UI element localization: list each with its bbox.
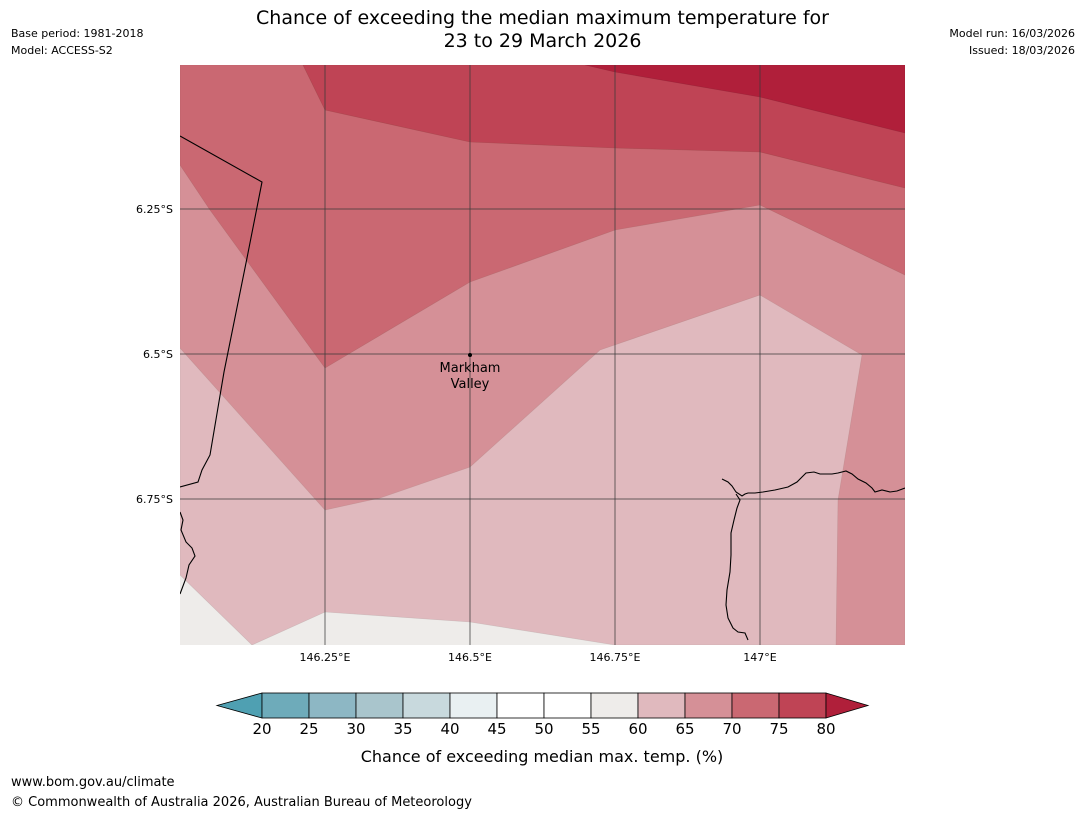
colorbar-label: Chance of exceeding median max. temp. (%… xyxy=(361,747,724,766)
colorbar-tick-label: 35 xyxy=(393,720,412,738)
colorbar-segment xyxy=(308,692,357,719)
footer-copyright: © Commonwealth of Australia 2026, Austra… xyxy=(11,795,472,810)
lon-label-146-25: 146.25°E xyxy=(300,651,351,664)
header-meta-right: Model run: 16/03/2026 Issued: 18/03/2026 xyxy=(949,25,1075,59)
colorbar-segment xyxy=(590,692,639,719)
model-text: Model: ACCESS-S2 xyxy=(11,44,113,57)
coastline-east xyxy=(721,470,905,497)
lon-label-146-5: 146.5°E xyxy=(448,651,492,664)
lon-label-146-75: 146.75°E xyxy=(590,651,641,664)
colorbar-segment xyxy=(778,692,827,719)
place-label-line-1: Markham xyxy=(440,361,501,376)
coastline-west xyxy=(180,511,196,595)
lon-axis-labels: 146.25°E 146.5°E 146.75°E 147°E xyxy=(300,651,777,664)
place-label-line-2: Valley xyxy=(451,377,490,392)
footer-url[interactable]: www.bom.gov.au/climate xyxy=(11,775,175,790)
colorbar-tick-label: 60 xyxy=(628,720,647,738)
model-run-text: Model run: 16/03/2026 xyxy=(949,27,1075,40)
colorbar-segment xyxy=(731,692,780,719)
river xyxy=(725,493,749,641)
colorbar-tick-label: 45 xyxy=(487,720,506,738)
map-title: Chance of exceeding the median maximum t… xyxy=(200,7,885,53)
colorbar-tick-label: 70 xyxy=(722,720,741,738)
band-80-plus xyxy=(584,65,905,134)
province-boundary xyxy=(180,135,263,488)
graticule xyxy=(180,65,905,645)
issued-text: Issued: 18/03/2026 xyxy=(968,44,1075,57)
colorbar-tick-label: 40 xyxy=(440,720,459,738)
colorbar-segment xyxy=(355,692,404,719)
lat-label-6-75: 6.75°S xyxy=(136,493,173,506)
colorbar-tick-label: 20 xyxy=(252,720,271,738)
boundaries xyxy=(180,135,905,641)
lat-label-6-5: 6.5°S xyxy=(143,348,173,361)
lat-label-6-25: 6.25°S xyxy=(136,203,173,216)
colorbar-segment xyxy=(684,692,733,719)
colorbar-segment xyxy=(261,692,310,719)
title-line-2: 23 to 29 March 2026 xyxy=(443,30,642,52)
colorbar-tick-label: 55 xyxy=(581,720,600,738)
lon-label-147: 147°E xyxy=(743,651,776,664)
title-line-1: Chance of exceeding the median maximum t… xyxy=(256,7,829,29)
markham-valley-marker xyxy=(468,353,472,357)
colorbar-extend-low xyxy=(215,692,263,719)
colorbar-segment xyxy=(543,692,592,719)
colorbar: 20 25 30 35 40 45 50 55 60 65 70 75 80 xyxy=(215,692,870,738)
colorbar-tick-label: 75 xyxy=(769,720,788,738)
base-period-text: Base period: 1981-2018 xyxy=(11,27,144,40)
colorbar-segment xyxy=(637,692,686,719)
colorbar-tick-label: 65 xyxy=(675,720,694,738)
header-meta-left: Base period: 1981-2018 Model: ACCESS-S2 xyxy=(11,25,143,59)
colorbar-tick-label: 30 xyxy=(346,720,365,738)
colorbar-tick-label: 25 xyxy=(299,720,318,738)
colorbar-extend-high xyxy=(825,692,870,719)
colorbar-tick-label: 50 xyxy=(534,720,553,738)
colorbar-segment xyxy=(496,692,545,719)
colorbar-tick-label: 80 xyxy=(816,720,835,738)
map-panel: Markham Valley xyxy=(180,65,905,645)
colorbar-segment xyxy=(449,692,498,719)
lat-axis-labels: 6.25°S 6.5°S 6.75°S xyxy=(136,203,173,506)
colorbar-segment xyxy=(402,692,451,719)
